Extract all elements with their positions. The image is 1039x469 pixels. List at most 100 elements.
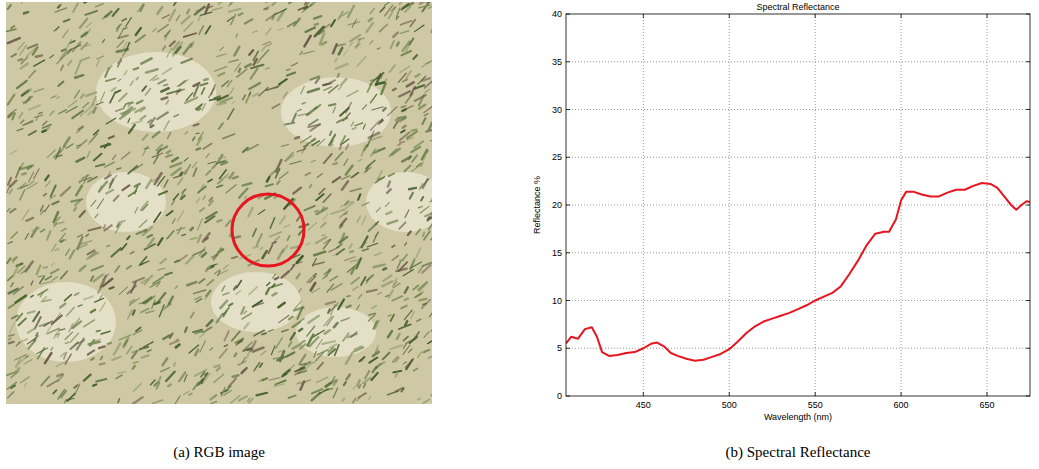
texture-streak: [403, 270, 413, 276]
texture-streak: [405, 299, 408, 300]
tick-label: 650: [980, 400, 995, 410]
tick: [1026, 157, 1030, 158]
texture-streak: [59, 233, 65, 241]
texture-streak: [53, 390, 56, 393]
texture-streak: [58, 82, 63, 86]
texture-streak: [110, 287, 114, 288]
texture-streak: [333, 44, 337, 53]
texture-streak: [412, 155, 417, 162]
texture-streak: [314, 105, 320, 109]
image-ground: [6, 2, 432, 404]
texture-streak: [389, 290, 393, 297]
texture-streak: [137, 101, 143, 104]
tick-label: 15: [552, 248, 562, 258]
texture-streak: [396, 373, 398, 377]
texture-streak: [302, 103, 305, 104]
texture-streak: [431, 231, 432, 240]
texture-streak: [193, 137, 195, 140]
marked-region: [232, 194, 304, 266]
texture-streak: [214, 249, 221, 260]
texture-streak: [212, 255, 218, 257]
axis-title: Wavelength (nm): [764, 412, 832, 422]
texture-streak: [316, 78, 319, 83]
texture-streak: [370, 41, 373, 44]
texture-streak: [50, 111, 54, 115]
tick-label: 35: [552, 57, 562, 67]
texture-streak: [269, 245, 273, 253]
texture-streak: [166, 101, 168, 105]
texture-streak: [66, 249, 70, 255]
texture-streak: [425, 152, 428, 154]
texture-streak: [393, 357, 398, 363]
texture-streak: [61, 51, 67, 59]
texture-streak: [77, 235, 82, 237]
texture-streak: [162, 68, 171, 74]
texture-streak: [262, 251, 266, 258]
texture-streak: [118, 59, 121, 67]
texture-streak: [295, 137, 299, 138]
texture-streak: [289, 317, 292, 320]
texture-streak: [117, 168, 121, 169]
texture-streak: [413, 55, 416, 59]
texture-streak: [324, 154, 332, 163]
texture-streak: [186, 93, 192, 100]
texture-streak: [73, 3, 78, 12]
texture-streak: [37, 266, 41, 275]
texture-streak: [266, 67, 270, 69]
texture-streak: [52, 277, 57, 281]
texture-streak: [118, 79, 121, 81]
texture-streak: [198, 185, 204, 194]
texture-streak: [171, 201, 174, 205]
texture-streak: [85, 45, 91, 46]
texture-streak: [176, 15, 179, 20]
texture-streak: [8, 392, 14, 398]
texture-streak: [308, 335, 314, 346]
texture-streak: [119, 287, 128, 295]
texture-streak: [104, 225, 106, 228]
texture-streak: [322, 341, 335, 344]
texture-streak: [239, 396, 247, 400]
texture-streak: [8, 38, 20, 43]
texture-streak: [218, 180, 223, 184]
texture-streak: [358, 38, 364, 39]
texture-streak: [276, 338, 283, 349]
tick: [901, 392, 902, 396]
texture-streak: [393, 279, 397, 287]
texture-streak: [393, 33, 397, 37]
texture-streak: [245, 64, 250, 67]
texture-streak: [191, 313, 194, 318]
texture-streak: [403, 126, 406, 128]
texture-streak: [369, 357, 377, 362]
grid-line: [987, 14, 988, 396]
texture-streak: [383, 108, 385, 110]
texture-streak: [142, 355, 149, 357]
texture-streak: [107, 245, 110, 247]
texture-streak: [164, 121, 169, 130]
texture-streak: [341, 318, 349, 321]
texture-streak: [272, 242, 276, 244]
texture-streak: [226, 220, 231, 225]
texture-streak: [282, 271, 289, 277]
texture-streak: [358, 159, 361, 161]
texture-streak: [88, 111, 92, 115]
texture-streak: [350, 250, 353, 253]
texture-streak: [122, 52, 125, 56]
texture-streak: [21, 165, 33, 169]
texture-streak: [161, 368, 170, 372]
texture-streak: [424, 332, 429, 338]
texture-streak: [392, 296, 402, 300]
texture-streak: [106, 118, 116, 124]
texture-streak: [293, 114, 296, 122]
texture-streak: [311, 283, 316, 291]
texture-streak: [432, 26, 433, 31]
texture-streak: [285, 123, 294, 125]
texture-streak: [8, 242, 13, 244]
texture-streak: [322, 207, 324, 210]
texture-streak: [75, 293, 79, 295]
texture-streak: [407, 82, 414, 86]
texture-streak: [291, 333, 295, 340]
texture-streak: [352, 19, 356, 27]
texture-streak: [415, 25, 425, 32]
texture-streak: [147, 350, 150, 352]
texture-streak: [408, 232, 411, 235]
